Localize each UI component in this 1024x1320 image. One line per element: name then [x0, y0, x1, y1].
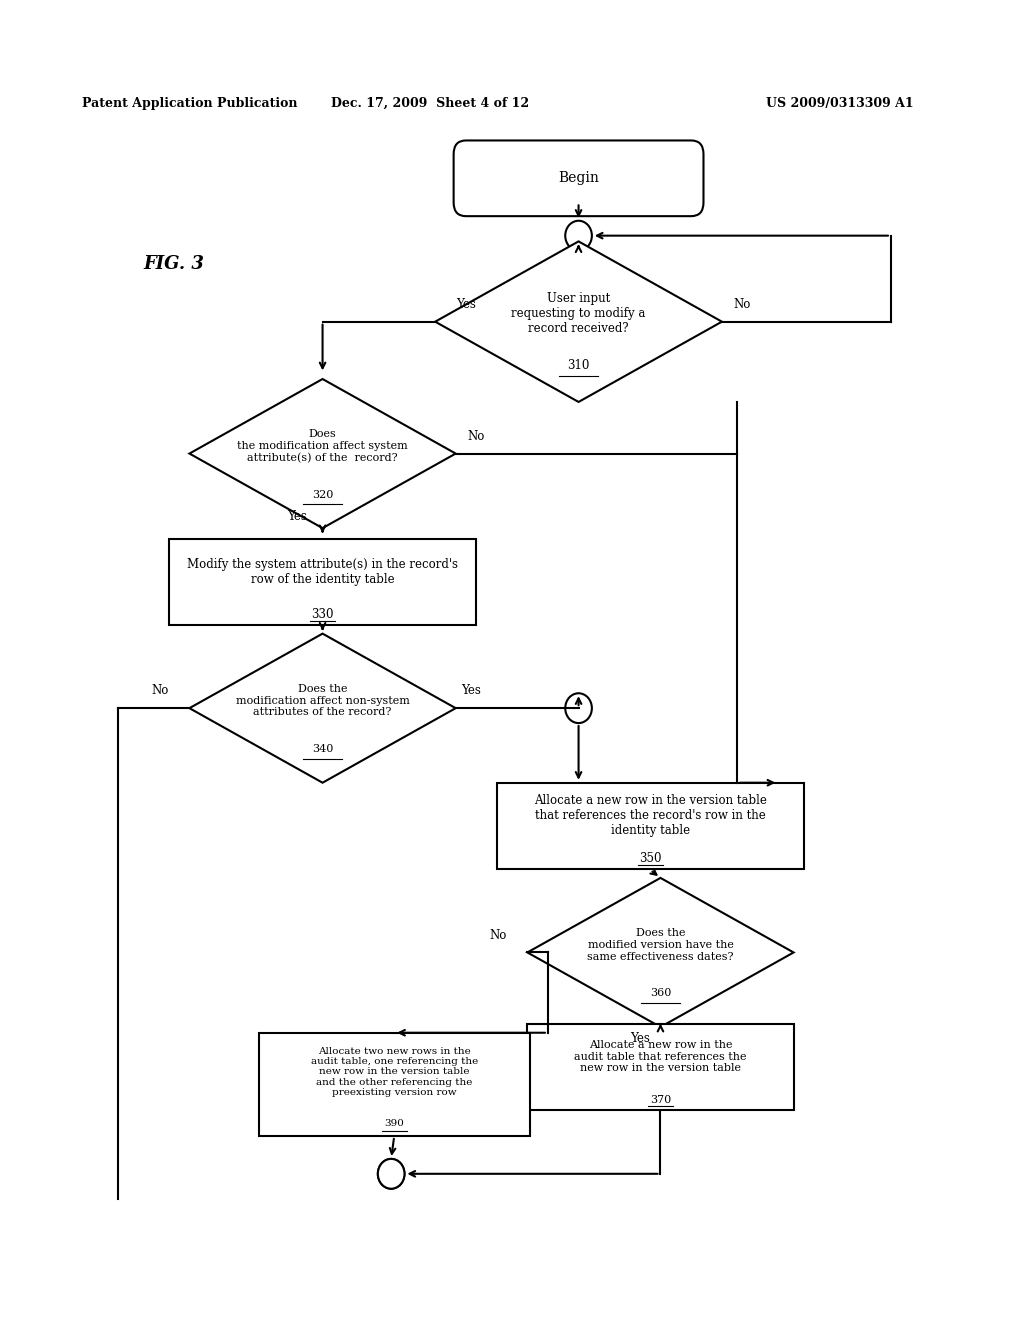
Text: Yes: Yes — [287, 510, 307, 523]
Bar — [497, 783, 804, 870]
Circle shape — [565, 220, 592, 251]
Circle shape — [378, 1159, 404, 1189]
Text: Allocate a new row in the
audit table that references the
new row in the version: Allocate a new row in the audit table th… — [574, 1040, 746, 1073]
Text: No: No — [468, 430, 484, 442]
Text: 350: 350 — [639, 853, 662, 866]
Circle shape — [378, 1159, 404, 1189]
Text: Does
the modification affect system
attribute(s) of the  record?: Does the modification affect system attr… — [238, 429, 408, 463]
Text: Allocate a new row in the version table
that references the record's row in the
: Allocate a new row in the version table … — [534, 795, 767, 837]
FancyBboxPatch shape — [454, 140, 703, 216]
Text: Allocate two new rows in the
audit table, one referencing the
new row in the ver: Allocate two new rows in the audit table… — [310, 1047, 478, 1097]
Text: Does the
modified version have the
same effectiveness dates?: Does the modified version have the same … — [587, 928, 734, 961]
Polygon shape — [189, 634, 456, 783]
Text: Yes: Yes — [630, 1032, 650, 1045]
Text: Begin: Begin — [558, 172, 599, 185]
Text: 390: 390 — [384, 1119, 404, 1129]
Text: 310: 310 — [567, 359, 590, 372]
Text: Modify the system attribute(s) in the record's
row of the identity table: Modify the system attribute(s) in the re… — [187, 557, 458, 586]
Text: No: No — [489, 929, 507, 941]
Text: Patent Application Publication: Patent Application Publication — [82, 98, 297, 111]
Text: 360: 360 — [650, 989, 671, 998]
Text: US 2009/0313309 A1: US 2009/0313309 A1 — [766, 98, 913, 111]
Circle shape — [565, 693, 592, 723]
Text: 340: 340 — [312, 744, 333, 754]
Text: No: No — [152, 685, 169, 697]
Polygon shape — [435, 242, 722, 403]
Text: User input
requesting to modify a
record received?: User input requesting to modify a record… — [511, 292, 646, 335]
Bar — [258, 1032, 530, 1137]
Text: 320: 320 — [312, 490, 333, 499]
Text: No: No — [734, 298, 751, 312]
Text: 370: 370 — [650, 1094, 671, 1105]
Text: Yes: Yes — [456, 298, 476, 312]
Text: 330: 330 — [311, 609, 334, 622]
Polygon shape — [189, 379, 456, 528]
Text: FIG. 3: FIG. 3 — [143, 255, 204, 273]
Text: Does the
modification affect non-system
attributes of the record?: Does the modification affect non-system … — [236, 684, 410, 717]
Bar — [169, 539, 476, 626]
Polygon shape — [527, 878, 794, 1027]
Text: Yes: Yes — [461, 685, 481, 697]
Text: Dec. 17, 2009  Sheet 4 of 12: Dec. 17, 2009 Sheet 4 of 12 — [331, 98, 529, 111]
Bar — [527, 1024, 794, 1110]
